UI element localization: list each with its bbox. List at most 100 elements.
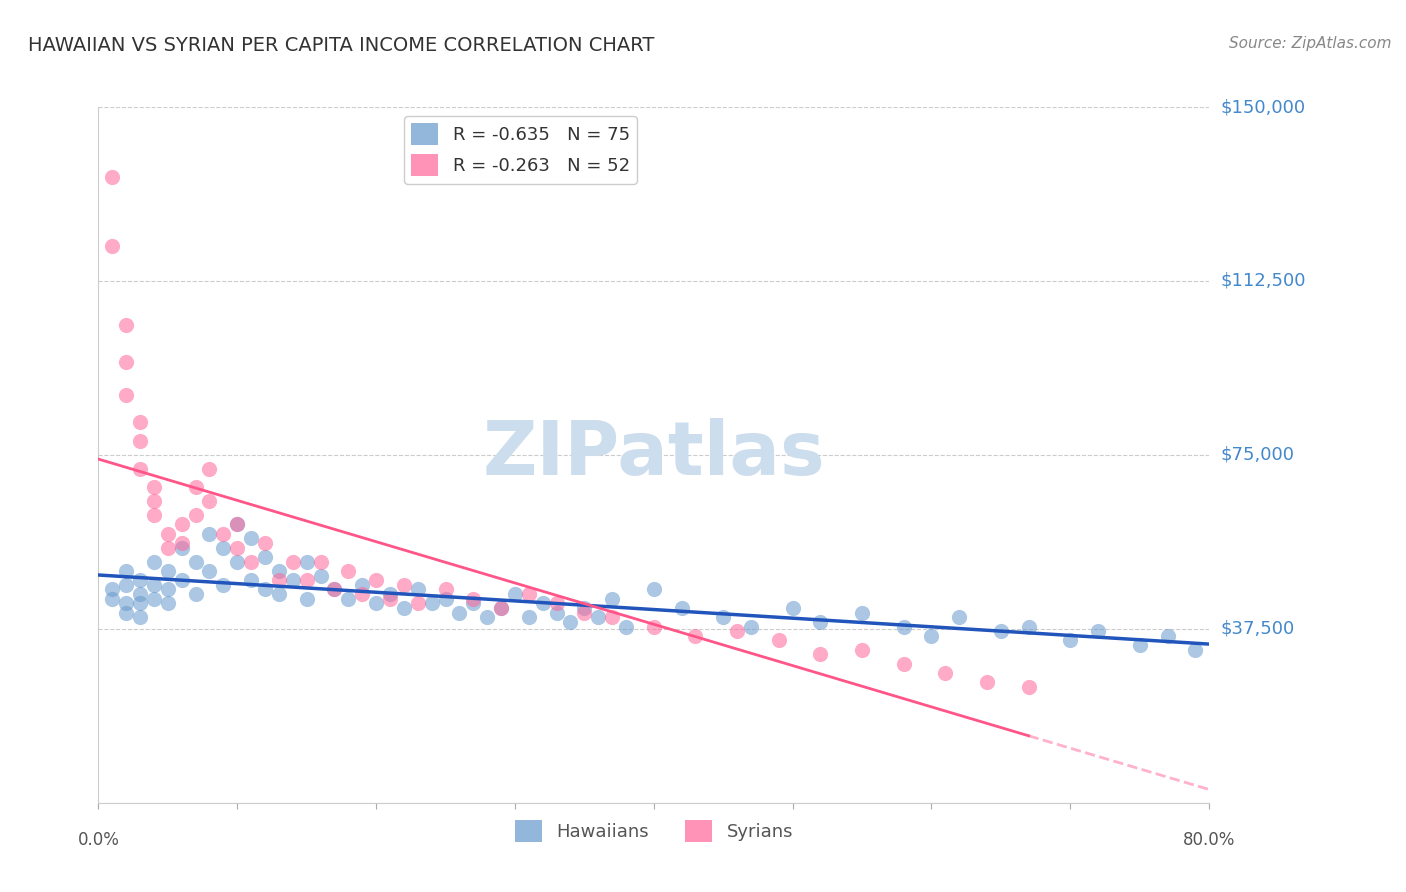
Point: [184, 555, 207, 569]
Point: [253, 549, 276, 564]
Point: [1087, 624, 1109, 639]
Text: Source: ZipAtlas.com: Source: ZipAtlas.com: [1229, 36, 1392, 51]
Point: [212, 578, 235, 592]
Point: [115, 318, 138, 332]
Point: [226, 555, 249, 569]
Point: [517, 610, 540, 624]
Point: [851, 606, 873, 620]
Point: [1018, 680, 1040, 694]
Point: [517, 587, 540, 601]
Point: [198, 462, 221, 476]
Point: [143, 591, 166, 606]
Point: [267, 587, 290, 601]
Point: [546, 606, 568, 620]
Point: [156, 541, 179, 555]
Point: [643, 582, 665, 597]
Point: [143, 480, 166, 494]
Point: [434, 591, 457, 606]
Point: [574, 601, 596, 615]
Point: [406, 582, 429, 597]
Point: [267, 573, 290, 587]
Point: [920, 629, 942, 643]
Point: [240, 532, 263, 546]
Point: [685, 629, 707, 643]
Point: [893, 619, 915, 633]
Point: [129, 596, 152, 610]
Text: ZIPatlas: ZIPatlas: [482, 418, 825, 491]
Point: [129, 416, 152, 430]
Point: [143, 578, 166, 592]
Point: [115, 387, 138, 401]
Point: [170, 517, 193, 532]
Point: [198, 564, 221, 578]
Point: [366, 596, 388, 610]
Point: [253, 582, 276, 597]
Point: [503, 587, 526, 601]
Point: [212, 541, 235, 555]
Point: [614, 619, 637, 633]
Point: [115, 596, 138, 610]
Point: [392, 578, 415, 592]
Point: [392, 601, 415, 615]
Point: [129, 462, 152, 476]
Point: [420, 596, 443, 610]
Point: [352, 587, 374, 601]
Point: [711, 610, 734, 624]
Point: [643, 619, 665, 633]
Point: [768, 633, 790, 648]
Point: [489, 601, 512, 615]
Point: [226, 517, 249, 532]
Point: [406, 596, 429, 610]
Point: [309, 555, 332, 569]
Point: [352, 578, 374, 592]
Point: [129, 434, 152, 448]
Point: [489, 601, 512, 615]
Point: [295, 573, 318, 587]
Point: [156, 564, 179, 578]
Point: [948, 610, 970, 624]
Point: [184, 508, 207, 523]
Point: [810, 615, 832, 629]
Point: [143, 508, 166, 523]
Text: 0.0%: 0.0%: [77, 830, 120, 848]
Point: [449, 606, 471, 620]
Point: [463, 591, 485, 606]
Point: [1129, 638, 1152, 652]
Point: [893, 657, 915, 671]
Point: [226, 541, 249, 555]
Point: [281, 573, 304, 587]
Text: $37,500: $37,500: [1220, 620, 1295, 638]
Text: HAWAIIAN VS SYRIAN PER CAPITA INCOME CORRELATION CHART: HAWAIIAN VS SYRIAN PER CAPITA INCOME COR…: [28, 36, 655, 54]
Point: [212, 526, 235, 541]
Point: [323, 582, 346, 597]
Point: [101, 582, 124, 597]
Point: [600, 591, 623, 606]
Point: [184, 480, 207, 494]
Point: [337, 564, 360, 578]
Point: [101, 591, 124, 606]
Point: [170, 536, 193, 550]
Text: 80.0%: 80.0%: [1182, 830, 1236, 848]
Point: [574, 606, 596, 620]
Point: [143, 494, 166, 508]
Text: $112,500: $112,500: [1220, 272, 1306, 290]
Point: [226, 517, 249, 532]
Point: [115, 578, 138, 592]
Point: [198, 494, 221, 508]
Point: [129, 610, 152, 624]
Point: [143, 555, 166, 569]
Point: [170, 573, 193, 587]
Point: [129, 573, 152, 587]
Point: [170, 541, 193, 555]
Point: [115, 606, 138, 620]
Point: [156, 582, 179, 597]
Point: [337, 591, 360, 606]
Point: [240, 555, 263, 569]
Point: [740, 619, 762, 633]
Point: [115, 564, 138, 578]
Point: [1156, 629, 1178, 643]
Point: [323, 582, 346, 597]
Point: [101, 169, 124, 184]
Point: [101, 239, 124, 253]
Point: [1059, 633, 1081, 648]
